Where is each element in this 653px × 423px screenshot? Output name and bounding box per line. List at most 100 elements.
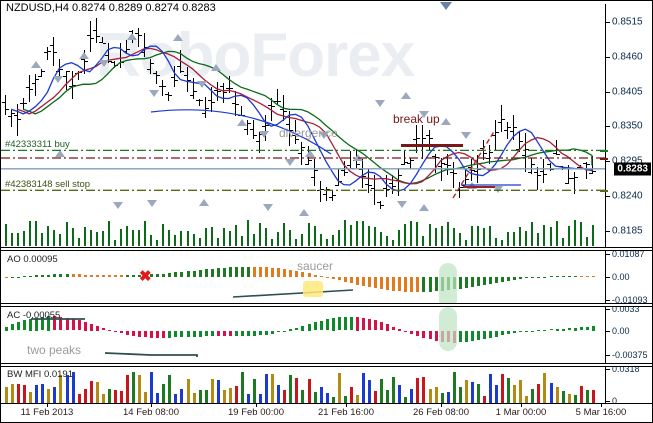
volume-bar <box>410 221 412 246</box>
ohlc-open-tick <box>87 35 90 36</box>
price-pane[interactable]: #42333311 buy #42383148 sell stop divergen… <box>1 4 652 248</box>
mfi-bar <box>465 380 468 403</box>
ac-histogram-bar <box>102 327 105 331</box>
fractal-down-icon <box>419 111 429 118</box>
fractal-down-icon <box>285 159 295 166</box>
ac-histogram-bar <box>314 322 317 331</box>
mfi-bar <box>435 387 438 403</box>
ohlc-close-tick <box>272 105 275 107</box>
price-axis-tick-mark <box>606 91 610 93</box>
mfi-bar <box>374 391 377 403</box>
mfi-bar <box>338 373 341 403</box>
ac-histogram-bar <box>271 330 274 334</box>
ohlc-close-tick <box>381 205 384 207</box>
ac-histogram-bar <box>265 330 268 335</box>
ohlc-bar <box>338 168 339 186</box>
ohlc-open-tick <box>323 193 326 195</box>
ohlc-open-tick <box>69 86 72 87</box>
time-axis-tick-mark <box>601 403 602 407</box>
time-axis-tick-mark <box>256 403 257 407</box>
fractal-down-icon <box>263 204 273 211</box>
alligator-lines <box>10 45 593 192</box>
ohlc-open-tick <box>75 72 78 74</box>
ao-histogram-bar <box>404 277 407 292</box>
mfi-bar <box>66 375 69 403</box>
ohlc-bar <box>217 81 218 102</box>
ohlc-close-tick <box>36 79 39 81</box>
ao-histogram-bar <box>211 268 214 277</box>
ohlc-open-tick <box>2 101 5 103</box>
ac-histogram-bar <box>41 316 44 331</box>
volume-bar <box>241 236 243 246</box>
mfi-bar <box>120 391 123 403</box>
ohlc-open-tick <box>165 94 168 95</box>
ohlc-open-tick <box>220 86 223 88</box>
ao-histogram-bar <box>465 277 468 288</box>
ohlc-bar <box>66 70 67 91</box>
ohlc-bar <box>162 80 163 97</box>
ao-histogram-bar <box>380 277 383 290</box>
mfi-bar <box>350 387 353 403</box>
ao-histogram-bar <box>162 273 165 277</box>
ohlc-bar <box>47 46 48 60</box>
ohlc-bar <box>168 91 169 102</box>
mfi-pane[interactable]: 0.0318 0 BW MFI 0.0191 <box>1 366 652 404</box>
ohlc-open-tick <box>401 163 404 165</box>
ao-axis-tick-label: 0.01087 <box>612 250 645 260</box>
mfi-bar <box>193 393 196 403</box>
alligator-teeth-red <box>16 47 593 185</box>
symbol-ohlc-label: NZDUSD,H4 0.8274 0.8289 0.8274 0.8283 <box>6 2 216 14</box>
ac-histogram-bar <box>59 316 62 331</box>
volume-bar <box>126 226 128 246</box>
mfi-bar <box>586 390 589 403</box>
ac-plot-area[interactable] <box>1 307 606 363</box>
mfi-plot-area[interactable] <box>1 367 606 403</box>
volume-bar <box>235 225 237 246</box>
ao-histogram-bar <box>368 277 371 288</box>
ao-histogram-bar <box>168 273 171 277</box>
ohlc-bar <box>362 158 363 188</box>
ao-axis-tick-label: 0.00 <box>612 272 630 282</box>
ao-histogram-bar <box>429 277 432 292</box>
highlight-band-ao <box>439 263 457 303</box>
ao-histogram-bar <box>326 277 329 279</box>
volume-bar <box>580 222 582 246</box>
ohlc-bar <box>435 153 436 173</box>
ac-histogram-bar <box>465 330 468 342</box>
ohlc-bar <box>465 170 466 186</box>
ac-histogram-bar <box>217 330 220 337</box>
ao-histogram-bar <box>301 272 304 277</box>
ohlc-close-tick <box>363 175 366 177</box>
ohlc-open-tick <box>50 44 53 46</box>
ohlc-open-tick <box>268 105 271 106</box>
ac-histogram-bar <box>108 329 111 331</box>
ao-histogram-bar <box>513 277 516 280</box>
volume-bar <box>477 226 479 246</box>
volume-bar <box>398 230 400 246</box>
annotation-two-peaks: two peaks <box>27 343 82 357</box>
ao-histogram-bar <box>350 277 353 284</box>
ao-histogram-bar <box>295 270 298 277</box>
volume-bar <box>295 239 297 246</box>
ac-pane[interactable]: 0.0033 0.00 -0.00375 AC -0.00055 two peaks <box>1 306 652 364</box>
fractal-down-icon <box>493 186 503 193</box>
ao-plot-area[interactable]: ✖ <box>1 251 606 303</box>
ohlc-open-tick <box>329 197 332 199</box>
ohlc-bar <box>495 119 496 151</box>
volume-bar <box>120 229 122 246</box>
ohlc-close-tick <box>200 99 203 101</box>
price-plot-area[interactable]: #42333311 buy #42383148 sell stop divergen… <box>1 4 606 247</box>
ohlc-open-tick <box>583 163 586 165</box>
ao-pane[interactable]: ✖ 0.01087 0.00 -0.01093 AO 0.00095 saucer <box>1 250 652 304</box>
mfi-bar <box>392 377 395 403</box>
mfi-bar <box>17 384 20 403</box>
ao-histogram-bar <box>205 269 208 277</box>
ohlc-bar <box>386 174 387 197</box>
ac-histogram-bar <box>17 322 20 331</box>
ao-histogram-bar <box>283 269 286 277</box>
ohlc-close-tick <box>411 159 414 161</box>
ao-histogram-bar <box>537 277 540 279</box>
ohlc-bar <box>368 168 369 193</box>
ao-histogram-bar <box>84 274 87 277</box>
ao-histogram-bar <box>114 275 117 277</box>
